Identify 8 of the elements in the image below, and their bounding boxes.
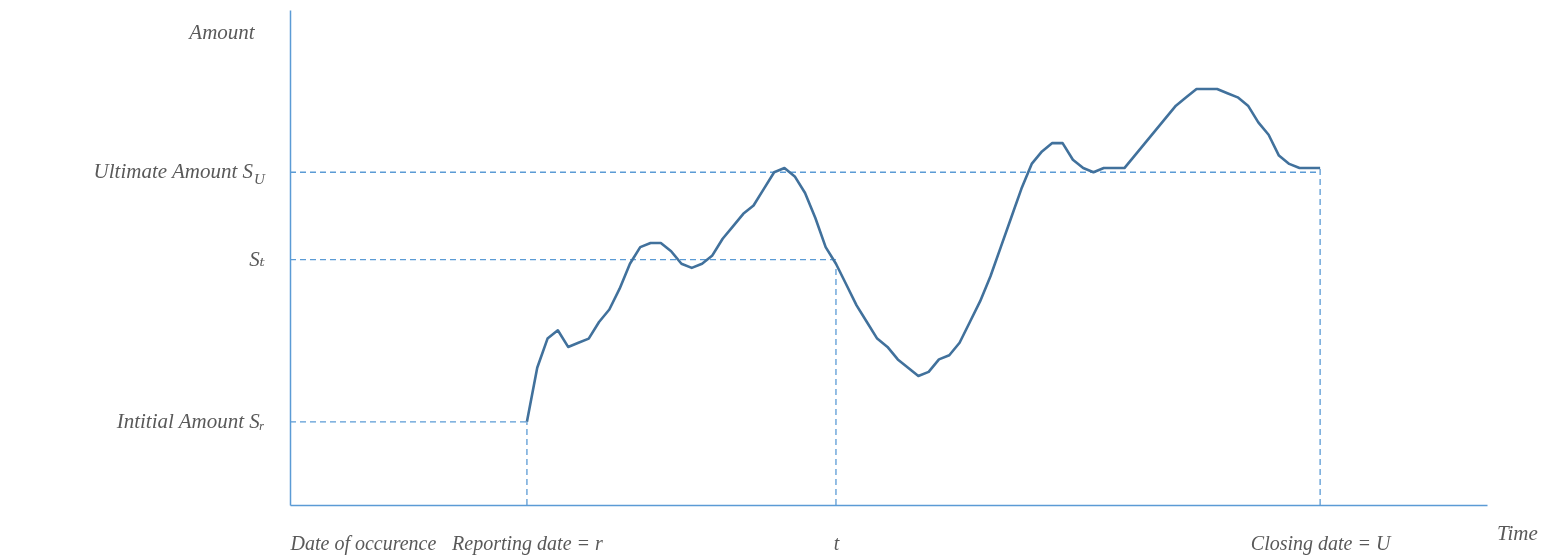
text: Time [1497, 521, 1538, 545]
ref-line-label: Sₜ [249, 246, 265, 271]
x-tick-label: Date of occurence [289, 531, 437, 555]
x-tick-label: Closing date = U [1250, 531, 1392, 555]
x-tick-label: Reporting date = r [451, 531, 603, 555]
x-tick-label: t [833, 531, 840, 554]
ref-line-label: Intitial Amount Sᵣ [115, 408, 265, 433]
text: Amount [187, 20, 256, 44]
